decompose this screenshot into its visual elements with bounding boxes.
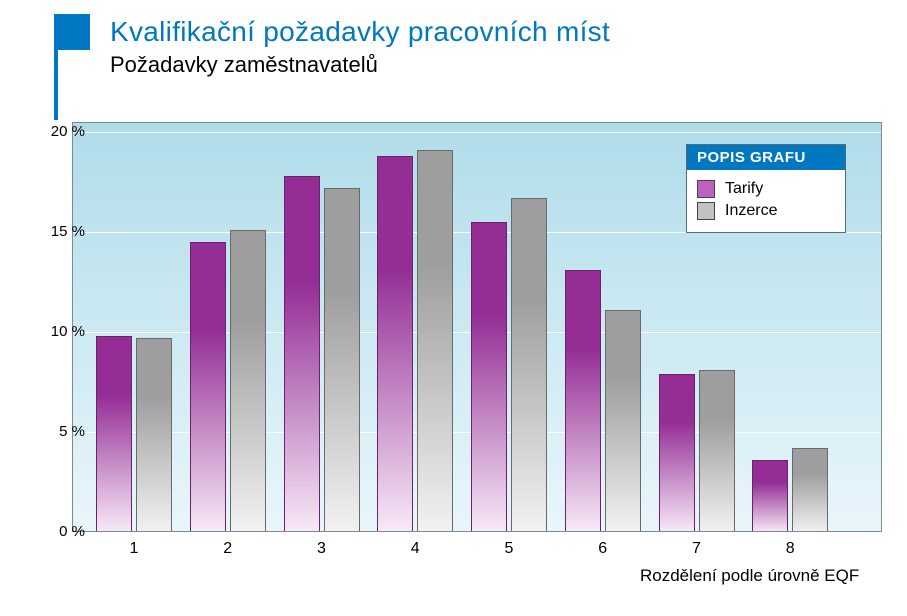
y-tick-label: 0 % [25,523,85,540]
y-tick-label: 5 % [25,423,85,440]
x-tick-label: 5 [489,540,529,558]
bar-tarify [471,222,507,532]
x-tick-label: 1 [114,540,154,558]
bar-chart: POPIS GRAFU Tarify Inzerce [72,122,882,532]
y-tick-label: 10 % [25,323,85,340]
bar-inzerce [511,198,547,532]
header-marker-tail [54,50,58,120]
bar-tarify [190,242,226,532]
x-tick-label: 7 [677,540,717,558]
legend-label: Inzerce [725,202,777,220]
x-tick-label: 3 [302,540,342,558]
legend-title: POPIS GRAFU [687,145,845,170]
x-tick-label: 4 [395,540,435,558]
x-tick-label: 6 [583,540,623,558]
bar-tarify [565,270,601,532]
page-subtitle: Požadavky zaměstnavatelů [110,52,378,78]
bar-inzerce [699,370,735,532]
x-tick-label: 8 [770,540,810,558]
bar-tarify [752,460,788,532]
bar-inzerce [230,230,266,532]
x-tick-label: 2 [208,540,248,558]
bar-inzerce [792,448,828,532]
bar-inzerce [417,150,453,532]
bar-inzerce [605,310,641,532]
chart-legend: POPIS GRAFU Tarify Inzerce [686,144,846,233]
legend-item: Inzerce [697,202,835,220]
bar-tarify [96,336,132,532]
legend-body: Tarify Inzerce [687,170,845,232]
gridline [72,532,882,533]
x-axis-title: Rozdělení podle úrovně EQF [640,566,859,586]
legend-swatch [697,180,715,198]
page-title: Kvalifikační požadavky pracovních míst [110,16,610,48]
bar-tarify [659,374,695,532]
y-tick-label: 20 % [25,123,85,140]
header-marker [54,14,90,50]
bar-inzerce [136,338,172,532]
legend-label: Tarify [725,180,763,198]
legend-swatch [697,202,715,220]
bar-tarify [284,176,320,532]
bar-tarify [377,156,413,532]
y-tick-label: 15 % [25,223,85,240]
legend-item: Tarify [697,180,835,198]
bar-inzerce [324,188,360,532]
